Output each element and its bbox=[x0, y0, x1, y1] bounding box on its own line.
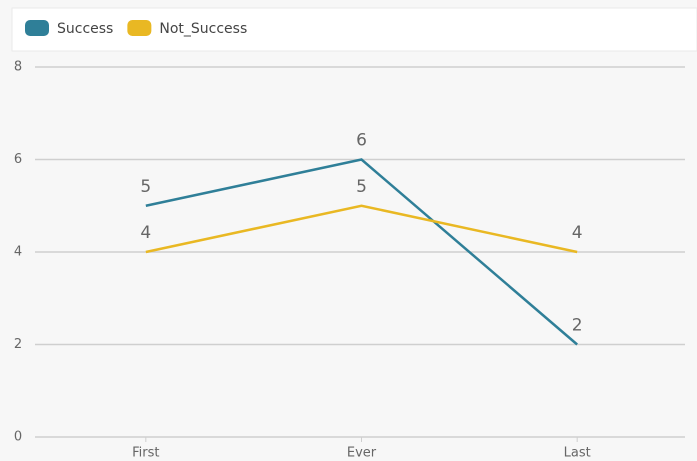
y-tick-label: 8 bbox=[14, 60, 22, 75]
data-label: 4 bbox=[572, 223, 583, 243]
x-tick-label: Ever bbox=[347, 446, 377, 461]
y-tick-label: 2 bbox=[14, 337, 22, 352]
legend-swatch bbox=[127, 20, 152, 36]
data-label: 6 bbox=[356, 131, 367, 151]
y-tick-label: 6 bbox=[14, 152, 22, 167]
x-tick-label: First bbox=[132, 446, 159, 461]
y-tick-label: 4 bbox=[14, 245, 22, 260]
y-tick-label: 0 bbox=[14, 430, 22, 445]
legend-label: Success bbox=[57, 21, 113, 37]
data-label: 4 bbox=[140, 223, 151, 243]
data-label: 5 bbox=[140, 177, 151, 197]
data-label: 2 bbox=[572, 316, 583, 336]
legend-label: Not_Success bbox=[159, 21, 247, 37]
data-label: 5 bbox=[356, 177, 367, 197]
legend: Success Not_Success bbox=[25, 20, 247, 37]
legend-box bbox=[11, 7, 697, 52]
x-tick-label: Last bbox=[564, 446, 591, 461]
legend-swatch bbox=[25, 20, 49, 36]
series-line bbox=[145, 204, 578, 254]
series-line bbox=[145, 158, 578, 346]
